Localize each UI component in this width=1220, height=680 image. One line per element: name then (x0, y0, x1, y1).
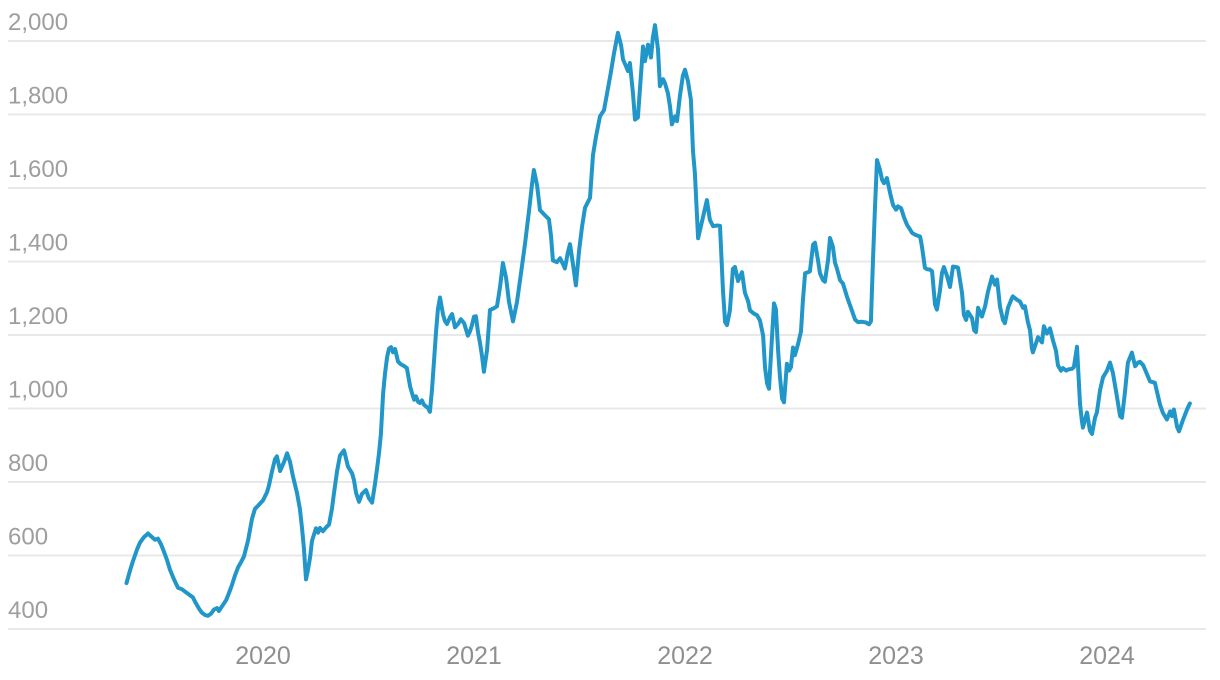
y-axis-label: 1,600 (8, 156, 68, 183)
x-axis-label: 2024 (1079, 642, 1135, 670)
y-axis-label: 1,400 (8, 230, 68, 257)
y-axis-label: 800 (8, 450, 48, 477)
y-axis-label: 1,200 (8, 303, 68, 330)
y-axis-label: 1,000 (8, 377, 68, 404)
x-axis-label: 2020 (235, 642, 291, 670)
x-axis-label: 2021 (446, 642, 502, 670)
y-axis-label: 600 (8, 524, 48, 551)
data-line-series (124, 23, 1192, 618)
y-axis-label: 400 (8, 597, 48, 624)
y-axis-label: 1,800 (8, 83, 68, 110)
y-axis-label: 2,000 (8, 9, 68, 36)
x-axis-label: 2023 (868, 642, 924, 670)
x-axis-label: 2022 (657, 642, 713, 670)
